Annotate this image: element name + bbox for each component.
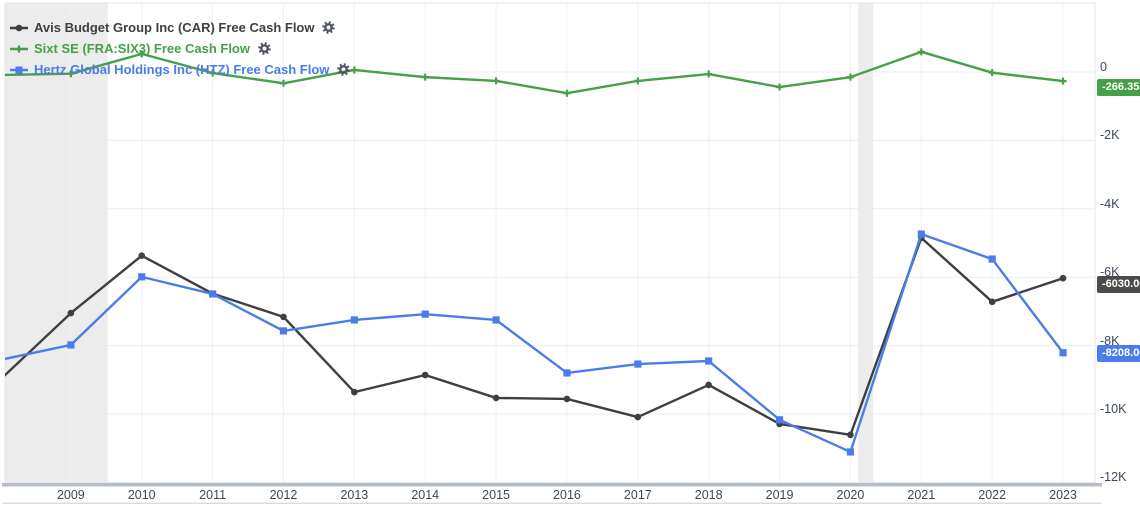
- x-tick-label: 2019: [765, 488, 794, 502]
- x-tick-label: 2020: [836, 488, 865, 502]
- x-tick-label: 2018: [694, 488, 723, 502]
- x-tick-label: 2022: [978, 488, 1007, 502]
- sixt-series-marker-icon: [10, 45, 28, 52]
- chart-legend: Avis Budget Group Inc (CAR) Free Cash Fl…: [10, 17, 351, 80]
- y-tick-label: -10K: [1100, 402, 1127, 416]
- legend-item-avis[interactable]: Avis Budget Group Inc (CAR) Free Cash Fl…: [10, 17, 350, 38]
- x-tick-label: 2009: [56, 488, 85, 502]
- y-tick-label: -2K: [1100, 128, 1120, 143]
- x-tick-label: 2017: [623, 488, 652, 502]
- gear-icon[interactable]: [258, 42, 271, 55]
- axis-value-badge: -8208.00: [1097, 345, 1140, 363]
- legend-label-avis: Avis Budget Group Inc (CAR) Free Cash Fl…: [34, 20, 315, 35]
- y-tick-label: 0: [1100, 60, 1107, 74]
- y-tick-label: -12K: [1100, 470, 1127, 485]
- gear-icon[interactable]: [322, 21, 336, 34]
- x-tick-label: 2016: [553, 488, 581, 502]
- x-tick-label: 2014: [411, 488, 440, 502]
- axis-value-badge: -6030.00: [1097, 275, 1140, 293]
- x-tick-label: 2021: [907, 488, 936, 502]
- y-tick-label: -4K: [1100, 196, 1120, 211]
- legend-label-hertz: Hertz Global Holdings Inc (HTZ) Free Cas…: [34, 62, 330, 77]
- x-tick-label: 2013: [340, 488, 369, 502]
- hertz-series-marker-icon: [10, 66, 28, 73]
- x-tick-label: 2012: [269, 488, 298, 502]
- axis-value-badge: -266.35: [1097, 78, 1140, 96]
- legend-item-sixt[interactable]: Sixt SE (FRA:SIX3) Free Cash Flow: [10, 38, 350, 59]
- x-tick-label: 2010: [127, 488, 156, 502]
- x-tick-label: 2015: [482, 488, 510, 502]
- legend-item-hertz[interactable]: Hertz Global Holdings Inc (HTZ) Free Cas…: [10, 59, 351, 80]
- avis-series-marker-icon: [10, 24, 28, 31]
- legend-label-sixt: Sixt SE (FRA:SIX3) Free Cash Flow: [34, 41, 250, 56]
- x-tick-label: 2011: [199, 488, 227, 502]
- y-tick-label: -6K: [1100, 265, 1120, 280]
- gear-icon[interactable]: [337, 63, 351, 76]
- y-tick-label: -8K: [1100, 333, 1120, 348]
- x-tick-label: 2023: [1049, 488, 1077, 502]
